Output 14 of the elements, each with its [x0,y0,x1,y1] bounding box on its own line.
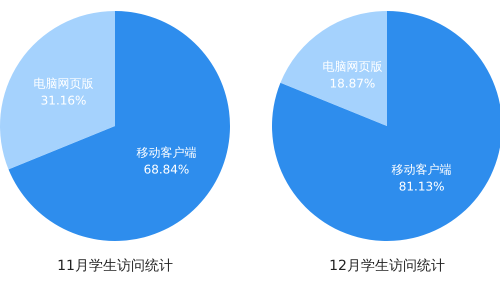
pie-slice [280,11,387,126]
text: 11月学生访问统计 [57,258,173,274]
data-label: 31.16% [40,93,86,108]
data-label: 18.87% [329,76,376,91]
pie-slice [8,11,230,241]
slice-label: 电脑网页版 [34,76,94,90]
pie-slice [272,11,500,241]
pie-slice [0,11,115,170]
slice-label: 移动客户端 [136,146,196,160]
text: 12月学生访问统计 [329,258,445,274]
slice-label: 移动客户端 [392,162,452,176]
slice-label: 电脑网页版 [322,60,382,74]
data-label: 81.13% [398,179,445,194]
data-label: 68.84% [144,162,190,177]
